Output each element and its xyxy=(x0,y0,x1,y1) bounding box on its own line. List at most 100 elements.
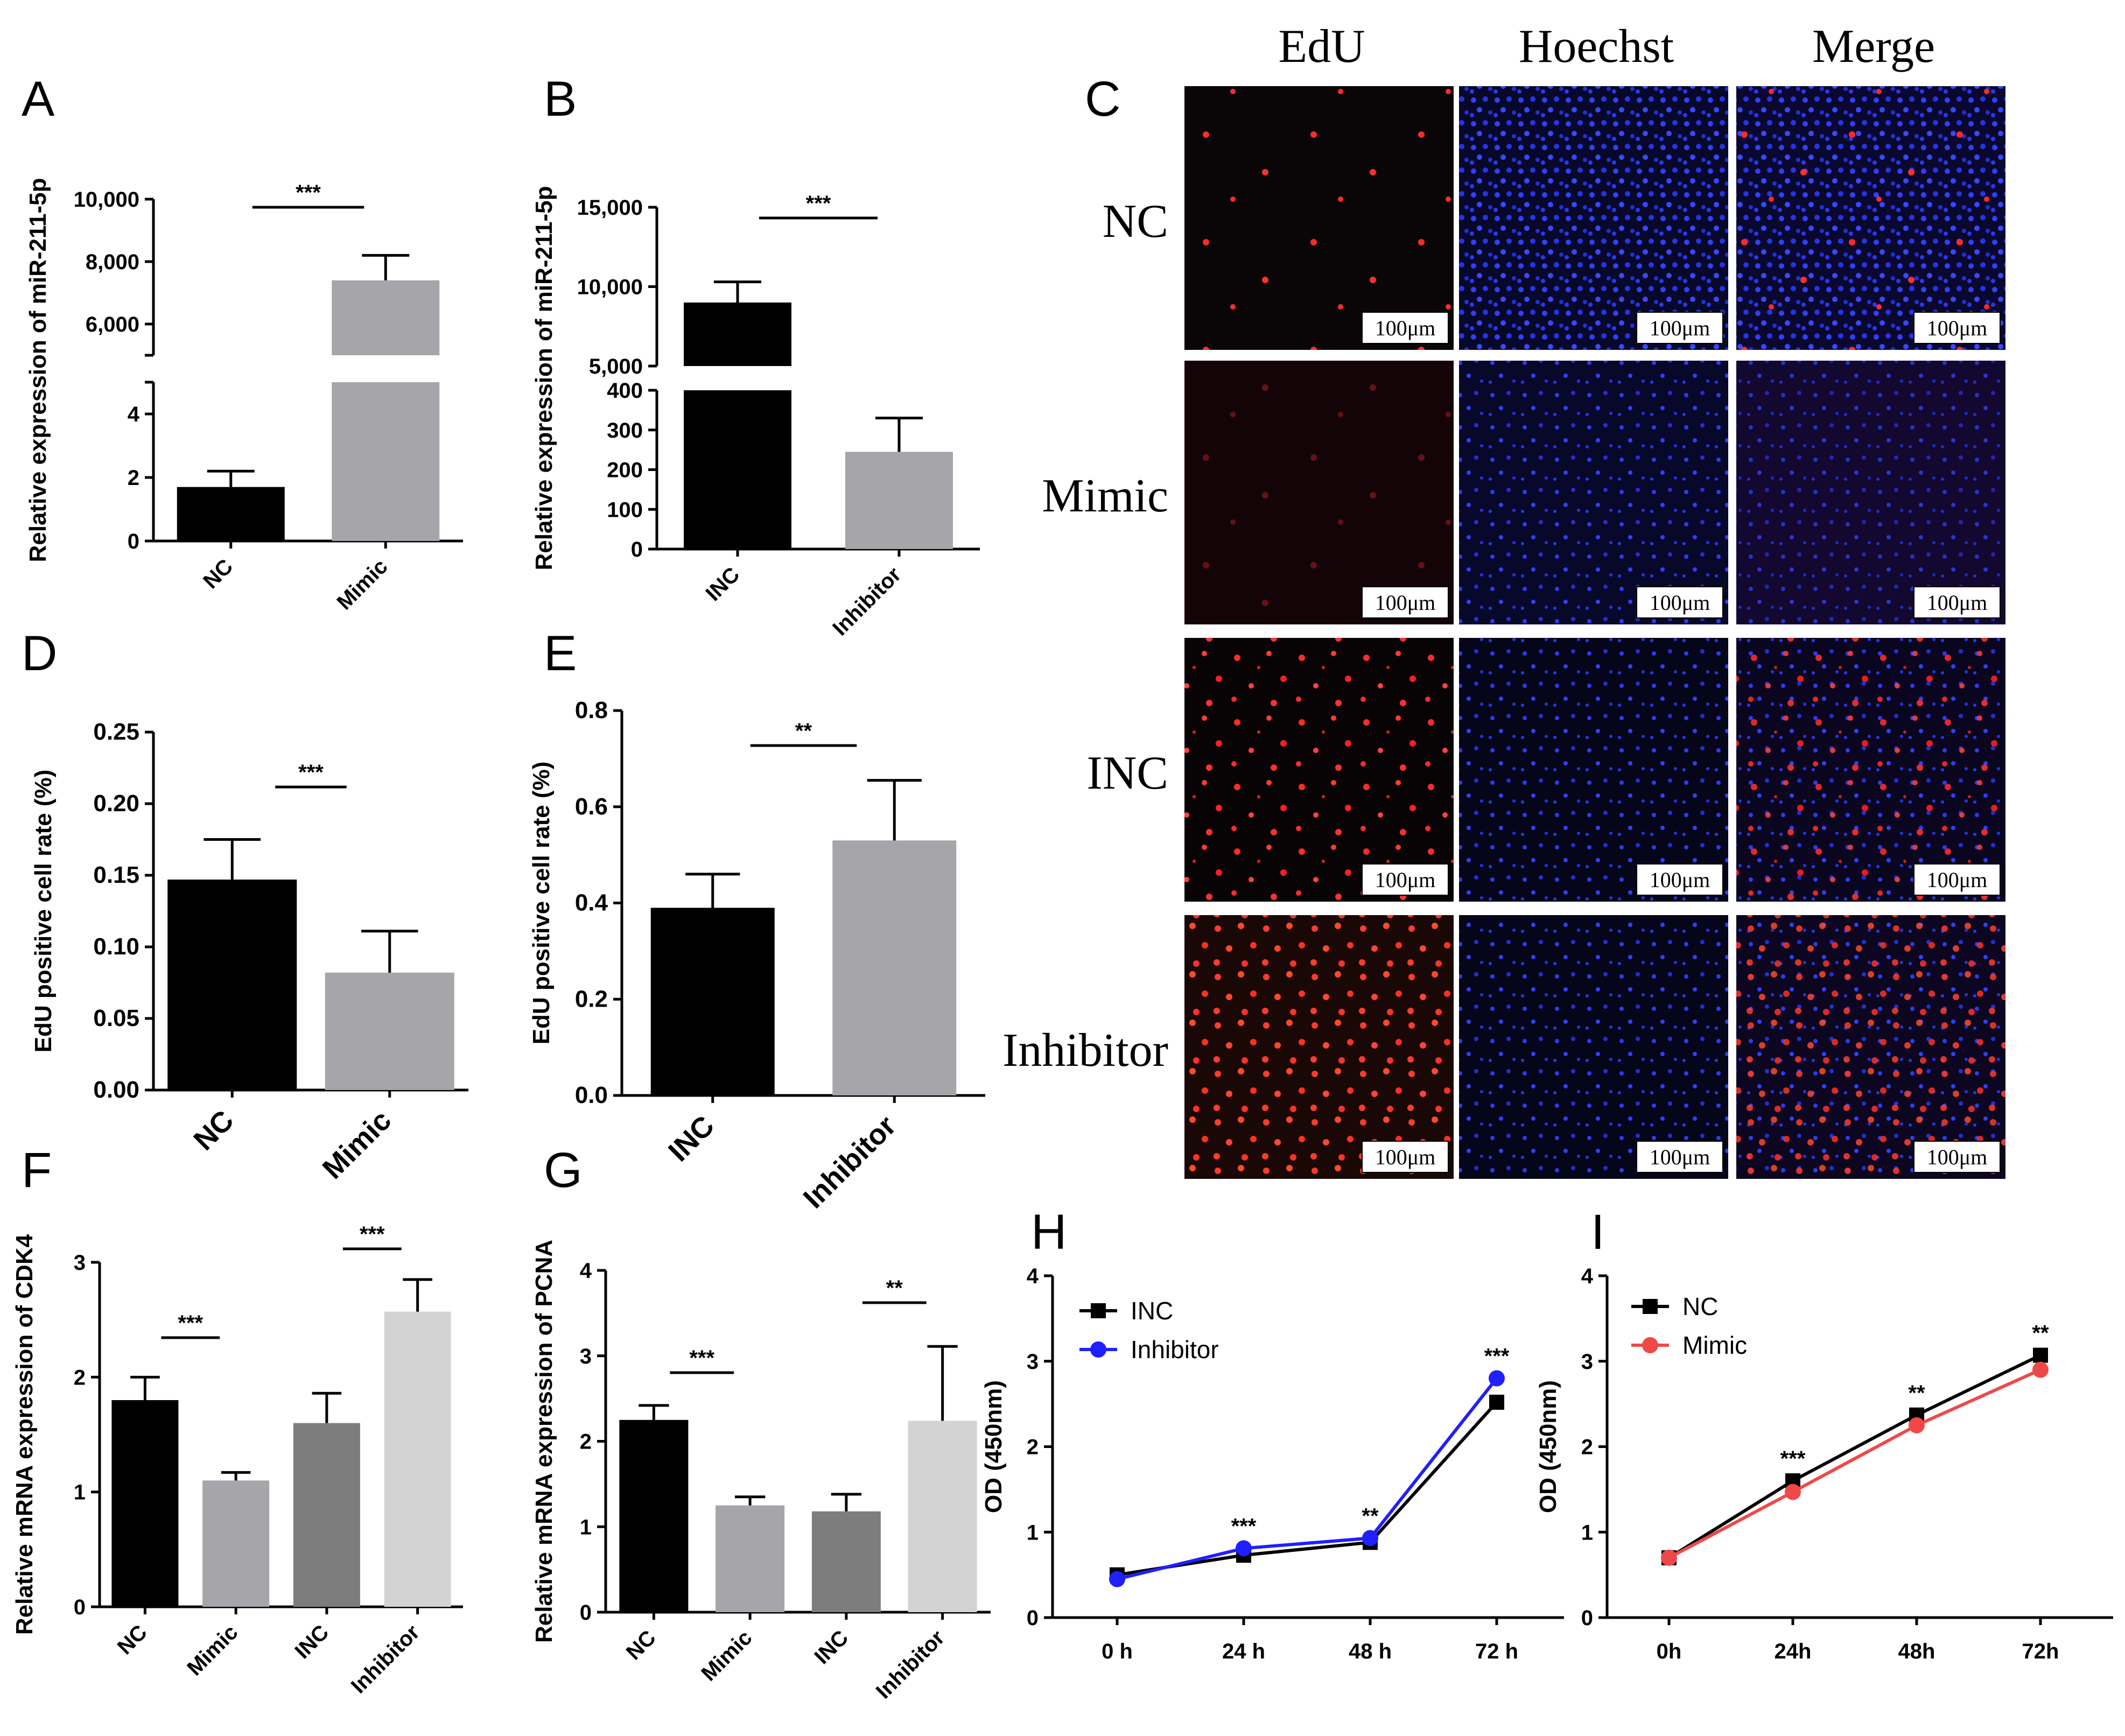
panel-d-bar-chart: 0.00 0.05 0.10 0.15 0.20 0.25 NC Mimic EdU posit… xyxy=(30,719,468,1185)
panel-g-bar-chart: 0 1 2 3 4 NC Mimic INC Inhibitor Relative mRNA ex… xyxy=(531,1240,991,1703)
x-tick-label: Inhibitor xyxy=(828,563,906,640)
y-tick-label: 2 xyxy=(74,1366,86,1389)
x-tick-label: 0 h xyxy=(1102,1640,1133,1663)
significance-label: *** xyxy=(178,1311,203,1335)
y-tick-label: 0 xyxy=(1581,1606,1593,1630)
scale-bar-box xyxy=(1913,312,2001,344)
y-axis-label: Relative mRNA expression of PCNA xyxy=(531,1240,557,1643)
y-tick-label: 0.6 xyxy=(575,793,608,820)
legend-label: NC xyxy=(1682,1292,1718,1320)
row-label-inc: INC xyxy=(1086,747,1168,799)
scale-bar-label: 100μm xyxy=(1650,316,1710,340)
y-tick-label: 0.0 xyxy=(575,1082,608,1108)
y-tick-label: 200 xyxy=(607,459,643,482)
data-point xyxy=(2033,1347,2048,1363)
scale-bar-box xyxy=(1636,312,1723,344)
y-axis-label: Relative expression of miR-211-5p xyxy=(25,178,51,562)
significance-label: ** xyxy=(1908,1381,1925,1405)
panel-a-bar-chart: 0 2 4 6,000 8,000 10,000 NC Mimic Relative expre… xyxy=(25,178,463,615)
data-point xyxy=(1785,1484,1801,1500)
x-tick-label: Mimic xyxy=(697,1626,756,1685)
y-tick-label: 1 xyxy=(74,1481,86,1505)
scale-bar-box xyxy=(1913,1141,2001,1173)
significance-label: ** xyxy=(795,719,812,743)
scale-bar-label: 100μm xyxy=(1375,591,1436,615)
y-axis-label: Relative expression of miR-211-5p xyxy=(531,186,557,570)
significance-label: *** xyxy=(298,761,324,784)
significance-label: *** xyxy=(296,181,321,205)
bar-upper-segment xyxy=(684,303,791,366)
y-axis-label: Relative mRNA expression of CDK4 xyxy=(11,1234,38,1635)
y-tick-label: 4 xyxy=(128,403,140,426)
x-tick-label: Mimic xyxy=(332,554,392,614)
data-point xyxy=(1489,1394,1504,1410)
series-line xyxy=(1117,1377,1498,1581)
y-tick-label: 3 xyxy=(580,1345,592,1368)
bar xyxy=(716,1505,785,1612)
x-tick-label: 48 h xyxy=(1349,1640,1392,1663)
y-tick-label: 300 xyxy=(607,419,643,442)
significance-label: *** xyxy=(689,1346,714,1370)
bar xyxy=(325,972,454,1090)
bar xyxy=(177,487,285,541)
panel-label-b: B xyxy=(544,72,577,126)
row-label-mimic: Mimic xyxy=(1042,470,1168,522)
scale-bar-box xyxy=(1362,863,1449,896)
x-tick-label: NC xyxy=(187,1104,240,1157)
y-tick-label: 3 xyxy=(1581,1350,1593,1374)
bar xyxy=(908,1421,977,1612)
bar xyxy=(650,908,775,1095)
y-tick-label: 0.05 xyxy=(93,1005,139,1031)
scale-bar-label: 100μm xyxy=(1650,868,1710,892)
y-tick-label: 1 xyxy=(580,1515,592,1539)
scale-bar-box xyxy=(1636,863,1723,896)
bar xyxy=(811,1511,881,1612)
x-tick-label: Mimic xyxy=(183,1620,242,1680)
y-tick-label: 0 xyxy=(128,530,139,553)
scale-bar-label: 100μm xyxy=(1927,591,1988,615)
y-tick-label: 0.20 xyxy=(93,790,139,817)
y-tick-label: 1 xyxy=(1027,1521,1039,1544)
col-header-edu: EdU xyxy=(1278,20,1365,73)
bar-upper-segment xyxy=(332,280,440,355)
data-point xyxy=(1236,1540,1252,1557)
significance-label: ** xyxy=(2032,1322,2049,1345)
scale-bar-label: 100μm xyxy=(1927,316,1988,340)
data-point xyxy=(1362,1530,1378,1547)
y-tick-label: 0 xyxy=(1027,1606,1039,1630)
y-tick-label: 100 xyxy=(607,498,643,522)
panel-label-a: A xyxy=(22,72,55,126)
scale-bar-label: 100μm xyxy=(1927,868,1988,892)
y-tick-label: 0 xyxy=(580,1601,592,1625)
scale-bar-box xyxy=(1636,586,1723,619)
row-label-inhibitor: Inhibitor xyxy=(1002,1024,1168,1077)
panel-label-h: H xyxy=(1031,1205,1067,1260)
y-axis-label: OD (450nm) xyxy=(980,1380,1007,1513)
y-tick-label: 2 xyxy=(580,1430,592,1454)
y-tick-label: 0.00 xyxy=(93,1077,139,1103)
col-header-hoechst: Hoechst xyxy=(1519,20,1674,73)
panel-label-c: C xyxy=(1085,72,1120,126)
panel-e-bar-chart: 0.0 0.2 0.4 0.6 0.8 INC Inhibitor EdU positive … xyxy=(528,697,985,1214)
x-tick-label: Inhibitor xyxy=(872,1626,949,1703)
x-tick-label: INC xyxy=(810,1626,853,1669)
significance-label: *** xyxy=(1780,1447,1806,1471)
series-line xyxy=(1668,1353,2042,1559)
y-tick-label: 1 xyxy=(1581,1521,1593,1544)
scale-bar-box xyxy=(1362,1141,1449,1173)
y-axis-label: EdU positive cell rate (%) xyxy=(528,762,555,1045)
col-header-merge: Merge xyxy=(1812,20,1935,73)
y-tick-label: 4 xyxy=(1581,1264,1594,1288)
y-tick-label: 0 xyxy=(74,1596,86,1619)
legend-label: INC xyxy=(1131,1297,1173,1325)
panel-c-microscopy: EdU Hoechst Merge NC Mimic INC Inhibitor xyxy=(1002,20,2005,1179)
x-tick-label: NC xyxy=(199,554,237,593)
bar xyxy=(167,879,297,1090)
bar xyxy=(619,1419,689,1612)
y-tick-label: 0.25 xyxy=(93,719,139,745)
y-tick-label: 3 xyxy=(74,1251,86,1275)
y-tick-label: 0.15 xyxy=(93,862,139,888)
y-tick-label: 2 xyxy=(1581,1436,1593,1459)
legend-label: Mimic xyxy=(1682,1331,1747,1359)
